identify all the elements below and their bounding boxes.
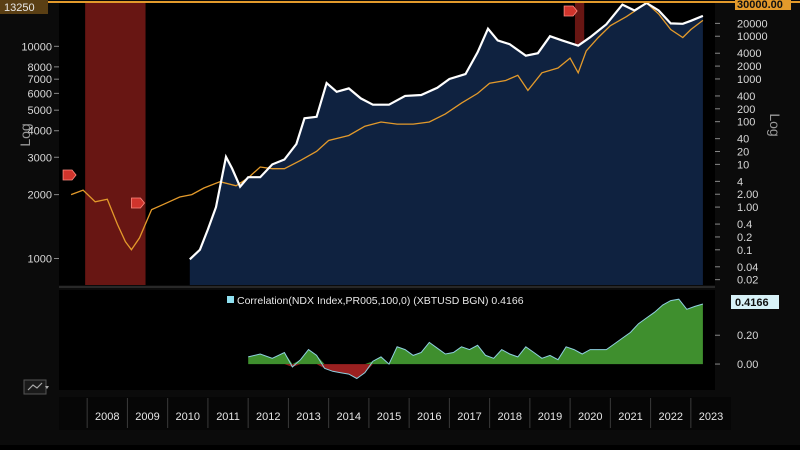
lower-plot-background [59,290,715,390]
right-axis-title: Log [767,113,783,136]
flag-marker-icon[interactable] [563,5,578,17]
year-label-2015: 2015 [377,411,401,423]
right-tick-label: 2.00 [737,189,758,201]
year-label-2022: 2022 [658,411,682,423]
left-tick-label: 1000 [28,253,52,265]
year-label-2013: 2013 [296,411,320,423]
right-tick-label: 40 [737,134,749,146]
year-label-2010: 2010 [176,411,200,423]
right-tick-label: 4000 [737,48,761,60]
year-label-2018: 2018 [498,411,522,423]
right-tick-label: 0.02 [737,275,758,287]
right-tick-label: 100 [737,117,755,129]
right-tick-label: 0.04 [737,262,758,274]
year-label-2021: 2021 [618,411,642,423]
left-tick-label: 8000 [28,62,52,74]
corr-last-value-tag [731,295,779,309]
right-tick-label: 20 [737,147,749,159]
left-last-value-text: 13250 [4,2,35,14]
ndx-line [70,2,704,251]
right-last-value-text: 30000.00 [737,0,783,11]
year-label-2012: 2012 [256,411,280,423]
right-tick-label: 0.2 [737,232,752,244]
right-tick-label: 1.00 [737,202,758,214]
correlation-line [248,298,704,380]
x-axis-band [59,397,731,430]
correlation-negative-area [248,364,703,379]
correlation-legend: Correlation(NDX Index,PR005,100,0) (XBTU… [237,295,524,307]
year-label-2023: 2023 [699,411,723,423]
right-tick-label: 400 [737,91,755,103]
right-tick-label: 10000 [737,31,768,43]
left-tick-label: 10000 [21,41,52,53]
left-tick-label: 2000 [28,190,52,202]
right-tick-label: 200 [737,104,755,116]
left-tick-label: 3000 [28,152,52,164]
left-tick-label: 4000 [28,126,52,138]
chart-menu-icon[interactable] [23,379,49,395]
correlation-positive-area [248,299,703,365]
left-axis-title: Log [17,123,33,146]
recession-band-0 [85,3,146,285]
right-tick-label: 0.1 [737,245,752,257]
year-label-2020: 2020 [578,411,602,423]
left-tick-label: 6000 [28,88,52,100]
corr-tick-label: 0.00 [737,359,758,371]
year-label-2016: 2016 [417,411,441,423]
year-label-2014: 2014 [337,411,361,423]
right-last-value-tag [735,0,791,10]
right-tick-label: 0.4 [737,219,752,231]
left-last-value-tag [0,0,48,14]
right-tick-label: 4 [737,176,743,188]
flag-marker-icon[interactable] [131,197,145,209]
year-label-2008: 2008 [95,411,119,423]
left-tick-label: 7000 [28,74,52,86]
legend-swatch [227,296,234,303]
year-label-2017: 2017 [457,411,481,423]
left-tick-label: 5000 [28,105,52,117]
btc-area [189,3,703,285]
year-label-2011: 2011 [216,411,240,423]
year-label-2009: 2009 [135,411,159,423]
right-tick-label: 20000 [737,18,768,30]
btc-line [189,1,704,261]
year-label-2019: 2019 [538,411,562,423]
flag-marker-icon[interactable] [62,169,77,181]
right-tick-label: 1000 [737,74,761,86]
corr-last-value-text: 0.4166 [735,297,769,309]
right-tick-label: 2000 [737,61,761,73]
right-tick-label: 10 [737,159,749,171]
corr-tick-label: 0.20 [737,330,758,342]
